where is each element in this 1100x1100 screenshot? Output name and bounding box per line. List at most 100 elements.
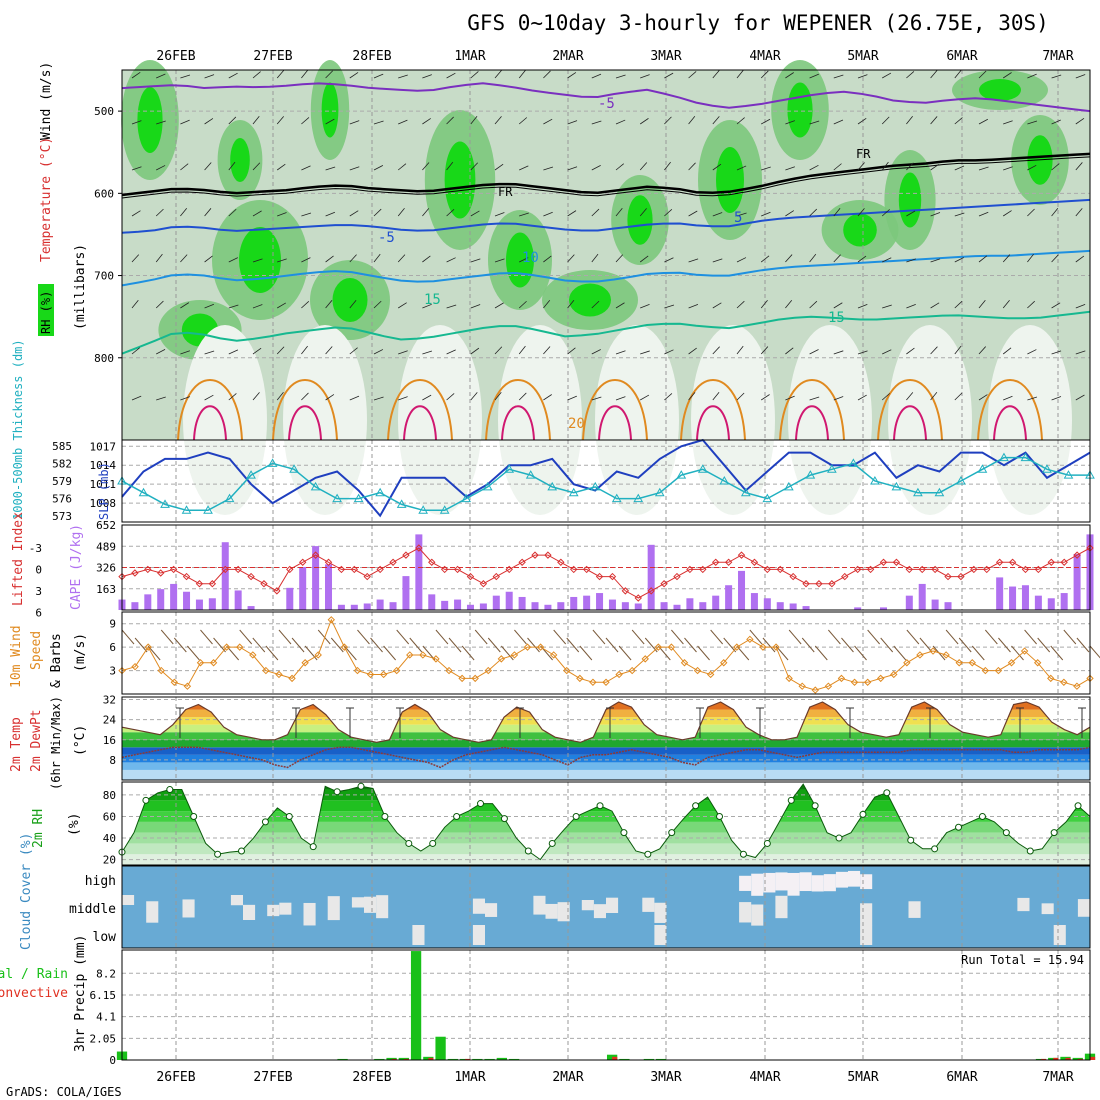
isotherm-20 bbox=[387, 379, 453, 441]
wind-barb bbox=[373, 208, 382, 217]
wind-barb bbox=[906, 162, 914, 171]
precip-total-bar bbox=[484, 1058, 495, 1060]
wind-barb bbox=[1027, 253, 1034, 263]
lifted-marker bbox=[970, 565, 978, 574]
rh-marker bbox=[955, 823, 963, 831]
thickness-marker bbox=[181, 505, 192, 514]
isotherm-25 bbox=[598, 405, 632, 441]
date-label-bottom: 1MAR bbox=[454, 1070, 485, 1085]
wind-barb bbox=[930, 116, 938, 125]
wind-barb bbox=[1003, 120, 1013, 125]
wind-barb bbox=[252, 115, 260, 125]
cloud-mid-block bbox=[303, 902, 316, 926]
rh-marker bbox=[405, 839, 413, 847]
rh-marker bbox=[739, 850, 747, 858]
cloud-mid-block bbox=[606, 897, 619, 914]
wind-barb bbox=[712, 346, 720, 355]
wind-barb bbox=[1027, 73, 1037, 79]
wind10-marker bbox=[497, 655, 506, 663]
cloud-cover-panel: high middle low Cloud Cover (%) bbox=[19, 833, 1091, 950]
wind-barb bbox=[1075, 350, 1086, 355]
wind10-barb bbox=[304, 645, 318, 661]
cloud-mid-block bbox=[908, 901, 921, 918]
rh-line bbox=[121, 783, 1091, 861]
dry-region bbox=[398, 325, 482, 515]
wind-barb bbox=[954, 300, 963, 309]
wind-barb bbox=[833, 119, 844, 125]
date-label-bottom: 7MAR bbox=[1042, 1070, 1073, 1085]
ytick-label: 600 bbox=[94, 187, 114, 200]
top-date-labels: 26FEB 27FEB 28FEB 1MAR 2MAR 3MAR 4MAR 5MAR 6MAR 7… bbox=[156, 49, 1073, 64]
cape-bar bbox=[195, 599, 203, 610]
wind-barb bbox=[301, 392, 309, 401]
wind-barb bbox=[446, 257, 456, 263]
isotherm-freezing bbox=[121, 152, 1091, 197]
cape-bar bbox=[1047, 598, 1055, 610]
wind-barb bbox=[591, 300, 600, 309]
wind10-marker bbox=[275, 670, 283, 679]
cape-bar bbox=[763, 598, 771, 610]
wind10-marker bbox=[471, 674, 479, 683]
wind-barb bbox=[809, 349, 819, 355]
wind-barb bbox=[252, 347, 262, 355]
lifted-marker bbox=[660, 580, 668, 588]
cloud-mid-block bbox=[581, 899, 594, 911]
cloud-mid-block bbox=[775, 895, 788, 919]
cape-bar bbox=[686, 598, 694, 610]
lifted-marker bbox=[311, 551, 320, 559]
wind10-barb bbox=[671, 629, 684, 645]
wind-barb bbox=[930, 346, 938, 355]
precip-total-bar bbox=[643, 1058, 655, 1060]
wind-barb bbox=[349, 347, 358, 355]
wind-barb bbox=[1002, 254, 1011, 263]
lifted-marker bbox=[531, 551, 539, 559]
cloud-mid-block bbox=[230, 895, 243, 906]
cape-bar bbox=[608, 599, 616, 610]
wind-barb bbox=[470, 210, 480, 217]
thickness-marker bbox=[1063, 470, 1074, 479]
wind10-barb bbox=[605, 637, 619, 653]
wind-barb bbox=[857, 74, 868, 79]
ytick-label-slp: 1014 bbox=[90, 459, 117, 472]
wind-barb bbox=[397, 302, 407, 309]
wind-barb bbox=[761, 118, 771, 125]
wind-barb bbox=[1051, 254, 1059, 263]
thickness-slp-panel: 573 576 579 582 585 1008 1011 1014 1017 1000-500m… bbox=[11, 339, 1095, 523]
wind10-barb bbox=[814, 645, 828, 661]
lifted-marker bbox=[260, 580, 268, 588]
wind10-barb bbox=[383, 645, 397, 661]
wind-barb bbox=[809, 73, 819, 79]
lifted-marker bbox=[995, 558, 1004, 566]
wind10-barb bbox=[579, 645, 593, 661]
wind-barb bbox=[131, 210, 141, 217]
wind-barb bbox=[446, 208, 455, 217]
wind-barb bbox=[325, 118, 335, 125]
lifted-marker bbox=[492, 572, 501, 581]
wind-barb bbox=[688, 71, 697, 79]
wind-barb bbox=[494, 116, 502, 125]
wind10-barb bbox=[984, 629, 998, 645]
lifted-marker bbox=[273, 587, 281, 595]
rh-region-high bbox=[444, 141, 476, 219]
rh-marker bbox=[190, 812, 198, 820]
cloud-mid-block bbox=[739, 902, 752, 923]
rh-region-high bbox=[230, 138, 250, 182]
cloud-mid-block bbox=[1041, 903, 1054, 915]
wind10-marker bbox=[863, 678, 872, 686]
wind-barb bbox=[373, 73, 384, 79]
thickness-marker bbox=[138, 487, 149, 497]
lifted-marker bbox=[1073, 551, 1081, 559]
wind-barb bbox=[882, 304, 892, 309]
rh-region-high bbox=[321, 82, 339, 138]
cape-bar bbox=[996, 577, 1004, 610]
lifted-marker bbox=[686, 565, 694, 574]
cloud-mid-block bbox=[279, 902, 292, 915]
wind-barb bbox=[276, 70, 285, 79]
wind-barb bbox=[567, 210, 577, 217]
wind-barb bbox=[615, 119, 626, 125]
rh-region-high bbox=[716, 147, 744, 213]
cape-bar bbox=[402, 576, 410, 610]
wind-barb bbox=[785, 300, 793, 309]
wind-barb bbox=[906, 210, 916, 217]
wind-barb bbox=[155, 208, 164, 217]
